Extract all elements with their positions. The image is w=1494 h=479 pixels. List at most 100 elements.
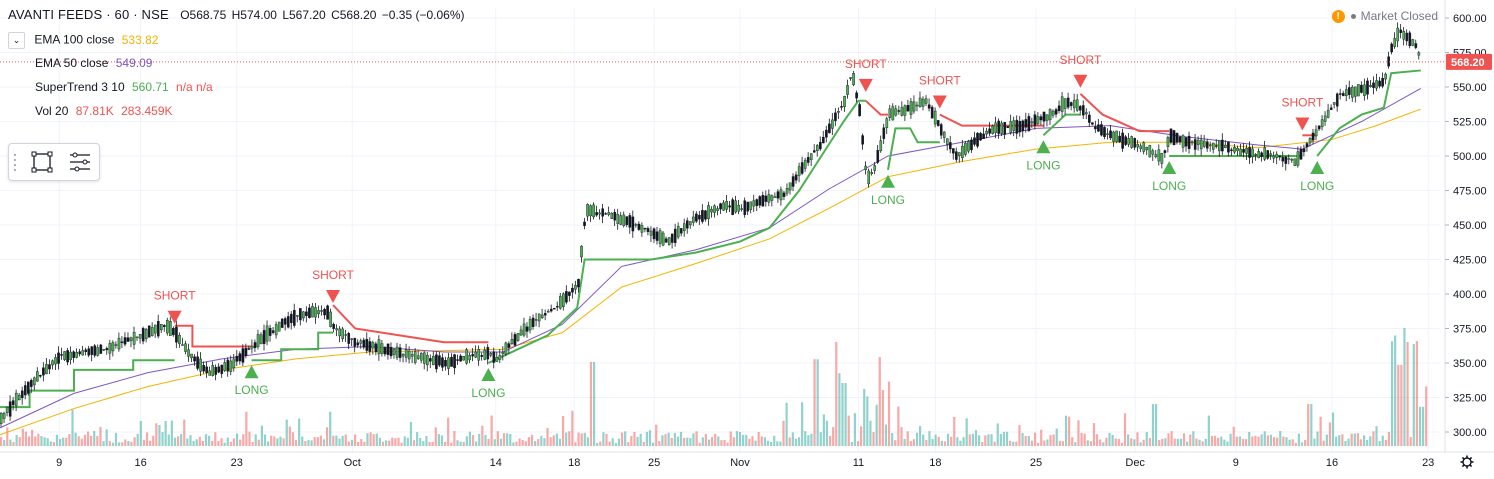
candle-body [8,401,12,417]
volume-bar [732,437,735,446]
candle-body [1345,89,1348,96]
volume-bar [996,423,999,446]
candle-body [595,212,598,216]
candle-body [1145,146,1149,151]
volume-bar [1263,431,1266,446]
volume-bar [670,437,673,446]
candle-body [537,313,541,322]
volume-bar [1387,431,1391,446]
drag-handle-icon[interactable] [13,153,17,171]
candle-body [72,351,75,358]
market-status[interactable]: ! Market Closed [1331,9,1438,23]
candle-body [404,349,408,358]
volume-bar [161,432,164,446]
volume-bar [974,430,978,446]
candle-body [501,351,505,354]
warning-icon[interactable]: ! [1331,9,1345,23]
candle-body [1109,130,1112,139]
candle-body [398,347,402,358]
volume-bar [211,440,214,446]
candle-body [365,338,369,351]
candle-body [719,203,722,210]
volume-bar [1235,436,1238,446]
volume-bar [1390,341,1394,446]
volume-bar [117,442,121,446]
drawing-toolbox[interactable] [8,143,100,181]
gear-icon[interactable] [1460,455,1474,469]
volume-bar [285,419,288,446]
volume-bar [484,434,487,446]
indicator-ema100[interactable]: ⌄ EMA 100 close 533.82 [8,32,158,49]
candle-body [716,208,719,211]
volume-bar [1089,441,1092,446]
candle-body [661,232,665,246]
volume-bar [1201,441,1204,446]
indicator-extra: n/a n/a [176,80,213,94]
signal-label: LONG [1026,158,1060,172]
volume-bar [443,441,447,446]
time-tick-label: 14 [490,457,502,469]
volume-bar [891,433,894,446]
candle-body [1296,151,1300,166]
volume-bar [841,383,844,446]
volume-bar [1027,436,1030,446]
candle-body [1266,150,1270,159]
volume-bar [1266,435,1269,446]
volume-bar [537,439,540,446]
candle-body [698,215,701,220]
candle-body [1218,140,1221,152]
volume-bar [1182,433,1186,446]
candle-body [99,344,103,354]
candle-body [1275,153,1279,158]
candle-body [30,380,33,387]
volume-bar [1322,440,1325,446]
candle-body [2,413,6,419]
volume-bar [850,441,853,446]
candle-body [927,104,931,109]
volume-bar [611,438,614,446]
candle-body [758,196,762,206]
volume-bar [1409,437,1412,446]
candle-body [1151,150,1155,155]
candle-body [395,346,399,358]
candle-body [788,182,792,191]
candle-body [232,358,236,369]
signal-label: SHORT [154,289,196,303]
volume-bar [1207,415,1210,446]
volume-bar [1288,439,1291,446]
candle-body [679,228,683,234]
indicator-supertrend[interactable]: SuperTrend 3 10 560.71 n/a n/a [35,80,213,94]
candle-body [834,112,837,121]
settings-lines-icon[interactable] [67,149,93,175]
candle-body [873,165,877,171]
volume-bar [357,442,360,446]
supertrend-segment-up [0,359,175,409]
volume-bar [12,442,15,446]
candle-body [374,343,378,352]
candle-body [1021,120,1025,132]
volume-bar [633,431,636,446]
candle-body [392,349,396,355]
candle-body [368,341,372,352]
candle-body [988,128,991,134]
volume-bar [661,435,664,446]
volume-bar [1226,441,1229,446]
volume-bar [1304,439,1307,446]
candle-body [1351,86,1354,98]
indicator-volume[interactable]: Vol 20 87.81K 283.459K [35,104,173,118]
indicator-ema50[interactable]: EMA 50 close 549.09 [35,56,152,70]
volume-bar [624,431,627,446]
volume-bar [832,427,835,446]
volume-bar [65,437,68,446]
volume-bar [1400,364,1403,446]
time-tick-label: 9 [56,457,62,469]
volume-bar [192,440,195,446]
collapse-chevron-icon[interactable]: ⌄ [8,32,25,49]
rectangle-tool-icon[interactable] [29,149,55,175]
volume-bar [599,441,602,446]
candle-body [208,370,211,376]
volume-bar [1217,437,1220,446]
volume-bar [55,434,59,446]
